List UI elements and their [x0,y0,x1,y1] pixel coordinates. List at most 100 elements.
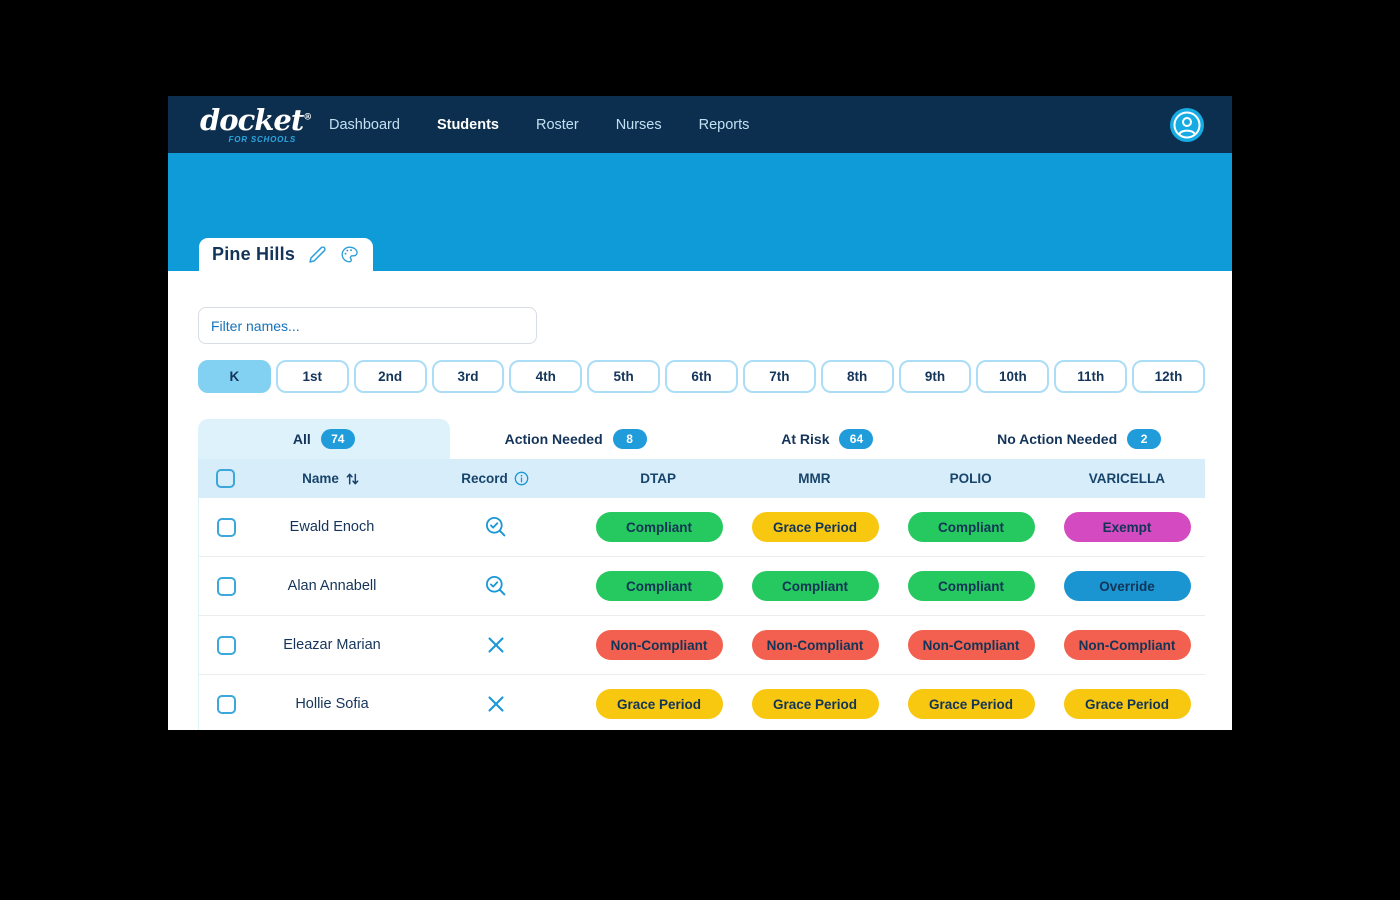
nav-link-reports[interactable]: Reports [698,116,750,133]
grade-button-3rd[interactable]: 3rd [431,360,505,393]
status-badge-grace-period: Grace Period [751,512,879,542]
status-badge-override: Override [1063,571,1191,601]
column-header-record: Record [410,471,580,486]
table-row: Alan Annabell Compliant Compliant Complian… [198,557,1205,616]
logo-brand: docket® [200,102,312,137]
status-badge-non-compliant: Non-Compliant [907,630,1035,660]
vaccine-status-cell: Grace Period [581,689,737,719]
status-badge-compliant: Compliant [907,571,1035,601]
hero-banner: Pine Hills [168,153,1232,271]
tab-label: All [292,431,311,447]
name-header-label: Name [302,471,339,486]
app-window: docket® FOR SCHOOLS Dashboard Students Ros… [168,96,1232,730]
status-badge-grace-period: Grace Period [751,689,879,719]
vaccine-status-cell: Non-Compliant [893,630,1049,660]
nav-links: Dashboard Students Roster Nurses Reports [329,117,749,133]
grade-button-1st[interactable]: 1st [275,360,349,393]
nav-link-students[interactable]: Students [436,116,499,133]
student-name: Ewald Enoch [289,519,375,535]
vaccine-status-cell: Grace Period [737,512,893,542]
tab-label: No Action Needed [997,431,1118,447]
status-badge-non-compliant: Non-Compliant [1063,630,1191,660]
row-checkbox-cell [199,694,253,714]
sort-icon[interactable] [345,472,360,486]
user-avatar[interactable] [1170,107,1204,142]
filter-names-input[interactable] [198,307,537,344]
vaccine-status-cell: Exempt [1049,512,1205,542]
record-cell [411,694,581,714]
status-tab-at-risk[interactable]: At Risk 64 [702,419,954,459]
row-checkbox[interactable] [216,517,236,537]
status-tabs: All 74 Action Needed 8 At Risk 64 No Act… [198,419,1205,459]
grade-button-7th[interactable]: 7th [742,360,816,393]
status-badge-compliant: Compliant [907,512,1035,542]
tab-label: At Risk [781,431,830,447]
nav-link-roster[interactable]: Roster [535,116,579,133]
grade-button-11th[interactable]: 11th [1054,360,1128,393]
status-tab-all[interactable]: All 74 [198,419,450,459]
palette-icon[interactable] [340,245,359,264]
column-header-polio: POLIO [949,471,992,486]
grade-filter-row: K 1st 2nd 3rd 4th 5th 6th 7th 8th 9th 10th 11th 12th [198,360,1205,393]
grade-button-6th[interactable]: 6th [665,360,738,393]
vaccine-status-cell: Override [1049,571,1205,601]
row-checkbox[interactable] [216,576,236,596]
grade-button-8th[interactable]: 8th [820,360,894,393]
status-badge-compliant: Compliant [595,512,723,542]
status-badge-compliant: Compliant [595,571,723,601]
table-row: Hollie Sofia Grace Period Grace Period Gra… [198,675,1205,730]
record-search-check-icon[interactable] [484,515,508,539]
status-tab-action-needed[interactable]: Action Needed 8 [450,419,702,459]
student-name: Alan Annabell [287,578,377,594]
row-checkbox[interactable] [216,694,236,714]
school-name: Pine Hills [212,244,296,264]
record-cell [411,574,581,598]
status-badge-exempt: Exempt [1063,512,1191,542]
grade-button-12th[interactable]: 12th [1132,360,1205,393]
student-name: Eleazar Marian [283,637,381,653]
row-checkbox-cell [199,576,253,596]
grade-button-9th[interactable]: 9th [898,360,972,393]
status-badge-compliant: Compliant [751,571,879,601]
row-checkbox[interactable] [216,635,236,655]
vaccine-status-cell: Compliant [893,512,1049,542]
tab-count-badge: 64 [839,429,874,449]
column-header-varicella: VARICELLA [1088,471,1165,486]
vaccine-status-cell: Non-Compliant [1049,630,1205,660]
docket-logo: docket® FOR SCHOOLS [200,102,312,144]
table-header-row: Name Record [198,459,1205,498]
info-icon[interactable] [514,471,529,486]
grade-button-5th[interactable]: 5th [587,360,661,393]
grade-button-k[interactable]: K [198,360,271,393]
vaccine-status-cell: Compliant [581,512,737,542]
main-content: K1st2nd3rd4th5th6th7th8th9th10th11th12th… [168,307,1232,730]
school-tab[interactable]: Pine Hills [199,238,373,271]
grade-button-10th[interactable]: 10th [976,360,1050,393]
tab-count-badge: 74 [320,429,355,449]
grade-button-4th[interactable]: 4th [509,360,583,393]
edit-pencil-icon[interactable] [308,245,327,264]
select-all-checkbox[interactable] [215,469,235,488]
column-header-mmr: MMR [798,471,831,486]
student-name: Hollie Sofia [295,696,369,712]
status-badge-grace-period: Grace Period [1063,689,1191,719]
vaccine-status-cell: Grace Period [737,689,893,719]
nav-link-nurses[interactable]: Nurses [615,116,662,133]
table-body: Ewald Enoch Compliant Grace Period Complia… [198,498,1205,730]
column-header-dtap: DTAP [640,471,676,486]
status-badge-grace-period: Grace Period [595,689,723,719]
grade-button-2nd[interactable]: 2nd [353,360,427,393]
status-tab-no-action-needed[interactable]: No Action Needed 2 [953,419,1205,459]
record-x-icon[interactable] [486,694,506,714]
person-icon [1172,110,1202,140]
column-header-name[interactable]: Name [252,471,410,486]
logo-tagline: FOR SCHOOLS [228,134,296,144]
record-search-check-icon[interactable] [484,574,508,598]
record-cell [411,635,581,655]
nav-link-dashboard[interactable]: Dashboard [329,116,400,133]
status-badge-grace-period: Grace Period [907,689,1035,719]
registered-mark: ® [303,111,312,122]
record-x-icon[interactable] [486,635,506,655]
status-badge-non-compliant: Non-Compliant [595,630,723,660]
vaccine-status-cell: Compliant [893,571,1049,601]
